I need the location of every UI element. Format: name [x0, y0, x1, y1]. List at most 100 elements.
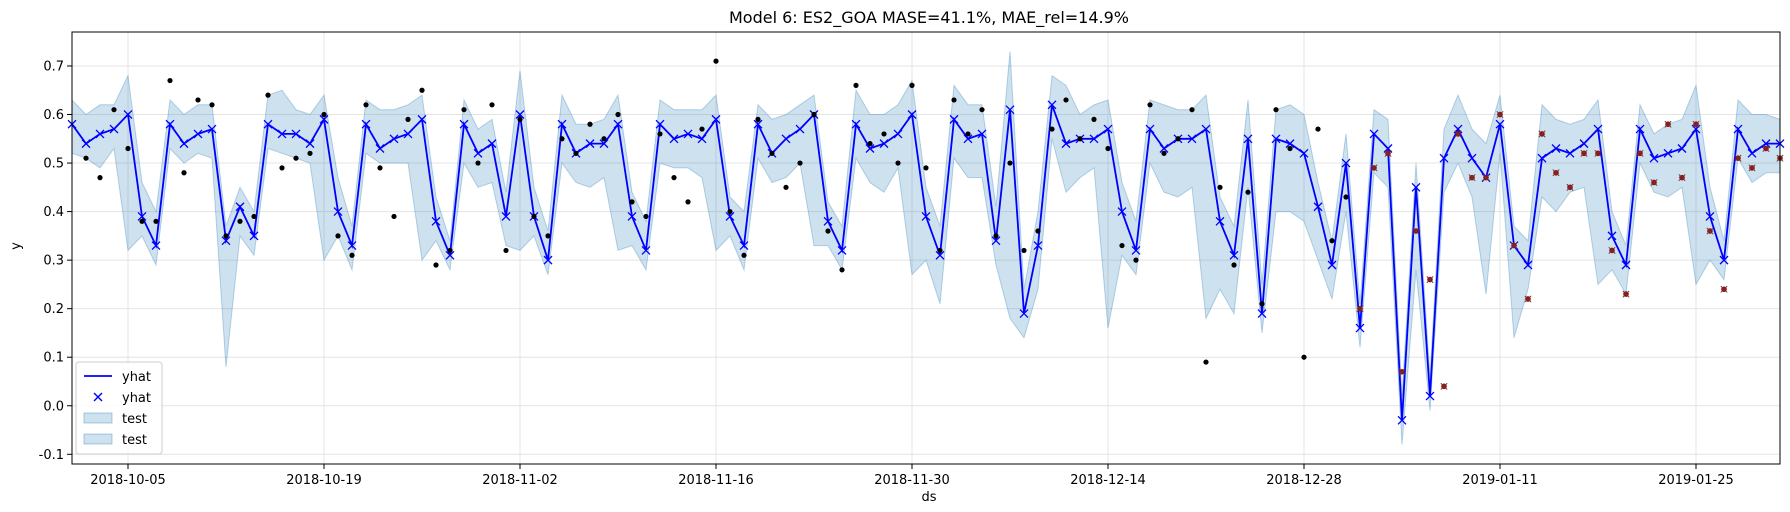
test-point-cross — [1678, 174, 1686, 182]
actual-point — [937, 247, 943, 254]
yhat-marker — [193, 129, 203, 139]
actual-point — [475, 160, 481, 166]
axes-frame — [71, 31, 1781, 465]
yhat-marker — [1369, 129, 1379, 139]
actual-point — [713, 58, 719, 64]
yhat-marker — [1397, 415, 1407, 425]
yhat-marker — [1243, 134, 1253, 144]
actual-point — [223, 233, 229, 239]
yhat-marker — [1439, 153, 1449, 163]
actual-point — [1021, 247, 1027, 254]
test-point-cross — [1426, 276, 1434, 284]
actual-point — [1203, 359, 1209, 365]
actual-point — [741, 252, 747, 258]
yhat-marker — [879, 139, 889, 149]
test-point-cross — [1412, 227, 1420, 235]
legend-label-yhat-line: yhat — [122, 370, 151, 385]
yhat-marker — [1047, 100, 1057, 110]
yhat-marker — [627, 211, 637, 221]
yhat-marker — [361, 119, 371, 129]
yhat-marker — [179, 139, 189, 149]
x-tick-label: 2018-10-19 — [286, 473, 362, 488]
actual-point — [1315, 126, 1321, 132]
yhat-marker — [991, 236, 1001, 246]
yhat-marker — [1495, 119, 1505, 129]
test-point-cross — [1468, 174, 1476, 182]
yhat-marker — [1089, 134, 1099, 144]
actual-point — [265, 92, 271, 98]
yhat-marker — [151, 241, 161, 251]
x-tick-label: 2018-11-16 — [678, 473, 754, 488]
test-point-cross — [1692, 120, 1700, 128]
actual-point — [1329, 238, 1335, 244]
yhat-marker — [1131, 245, 1141, 255]
yhat-marker — [1299, 148, 1309, 158]
x-tick-label: 2018-11-30 — [874, 473, 950, 488]
actual-point — [643, 213, 649, 220]
yhat-marker — [1733, 124, 1743, 134]
test-point-cross — [1482, 174, 1490, 182]
yhat-marker — [669, 134, 679, 144]
actual-point — [685, 199, 691, 205]
yhat-marker — [1159, 144, 1169, 153]
x-tick-label: 2018-11-02 — [482, 473, 558, 488]
x-tick-label: 2019-01-25 — [1658, 473, 1734, 488]
yhat-marker — [473, 148, 483, 158]
yhat-marker — [389, 134, 399, 144]
y-tick-label: 0.2 — [43, 302, 64, 317]
actual-point — [419, 87, 425, 93]
yhat-marker — [445, 250, 455, 260]
yhat-marker — [1593, 124, 1603, 134]
test-point-cross — [1510, 242, 1518, 250]
actual-point — [783, 184, 789, 190]
yhat-marker — [865, 144, 875, 153]
yhat-marker — [1579, 139, 1589, 149]
yhat-marker — [431, 216, 441, 226]
actual-point — [181, 170, 187, 176]
yhat-marker — [487, 139, 497, 149]
yhat-marker — [1215, 216, 1225, 226]
actual-point — [839, 267, 845, 273]
yhat-marker — [1187, 134, 1197, 144]
yhat-marker — [557, 119, 567, 129]
actual-point — [1049, 126, 1055, 132]
actual-point — [489, 102, 495, 108]
actual-point — [853, 82, 859, 88]
yhat-marker — [207, 124, 217, 134]
yhat-marker — [641, 245, 651, 255]
actual-point — [573, 150, 579, 156]
yhat-marker — [319, 114, 329, 124]
actual-point — [1245, 189, 1251, 195]
actual-point — [1007, 160, 1013, 166]
actual-point — [1231, 262, 1237, 268]
yhat-marker — [1257, 309, 1267, 318]
test-point-cross — [1622, 290, 1630, 298]
actual-point — [587, 121, 593, 127]
yhat-marker — [1747, 148, 1757, 158]
actual-point — [1119, 242, 1125, 249]
test-point-cross — [1356, 305, 1364, 313]
actual-point — [293, 155, 299, 161]
yhat-marker — [1033, 241, 1043, 251]
yhat-marker — [291, 129, 301, 139]
actual-point — [1175, 136, 1181, 142]
actual-point — [1105, 145, 1111, 152]
actual-point — [209, 102, 215, 108]
actual-point — [979, 107, 985, 113]
legend-label-yhat-marker: yhat — [122, 391, 151, 406]
actual-point — [125, 145, 131, 152]
actual-point — [321, 111, 327, 118]
yhat-marker — [235, 202, 245, 212]
actual-point — [769, 150, 775, 156]
yhat-marker — [1467, 153, 1477, 163]
y-tick-label: 0.5 — [43, 157, 64, 172]
actual-point — [825, 228, 831, 234]
yhat-marker — [795, 124, 805, 134]
yhat-marker — [263, 119, 273, 129]
actual-point — [1259, 301, 1265, 307]
actual-point — [1161, 150, 1167, 156]
actual-point — [895, 160, 901, 166]
yhat-marker — [599, 139, 609, 149]
yhat-marker — [683, 129, 693, 139]
